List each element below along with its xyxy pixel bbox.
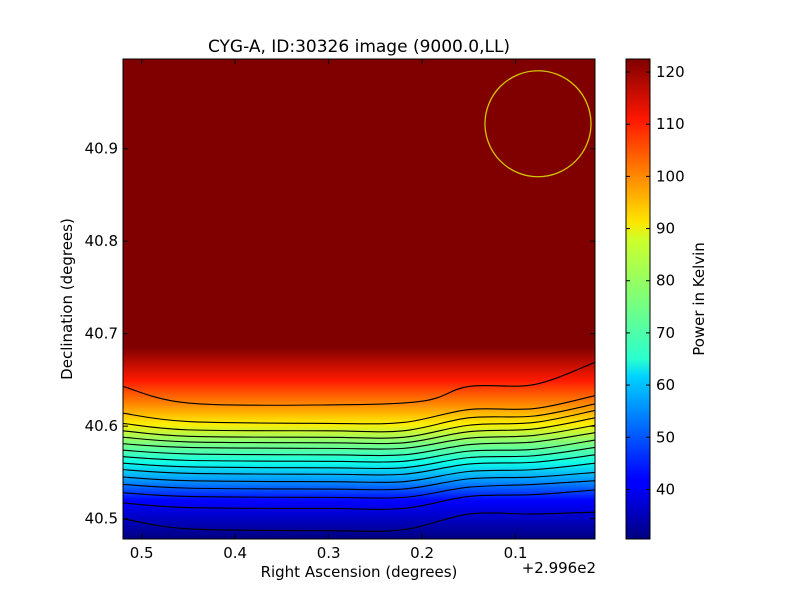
- contour-line-15: [123, 511, 595, 532]
- contour-line-11: [123, 462, 595, 483]
- contour-line-6: [123, 424, 595, 450]
- y-tick-label: 40.9: [85, 140, 118, 158]
- colorbar-tick-label: 40: [656, 480, 675, 498]
- contour-line-9: [123, 446, 595, 470]
- y-tick-label: 40.8: [85, 232, 118, 250]
- colorbar-tick-label: 100: [656, 167, 685, 185]
- beam-circle: [484, 70, 592, 178]
- contour-line-10: [123, 454, 595, 476]
- colorbar: 40 50 60 70 80 90 100 110 120 Power in Kelvin: [625, 58, 708, 540]
- contour-line-8: [123, 439, 595, 463]
- plot-area: [122, 58, 596, 540]
- colorbar-tick-label: 80: [656, 272, 675, 290]
- contour-line-7: [123, 432, 595, 457]
- heatmap-field: [123, 59, 595, 539]
- colorbar-ticks: 40 50 60 70 80 90 100 110 120: [626, 63, 685, 498]
- contour-line-4: [123, 409, 595, 439]
- plot-frame: [122, 58, 596, 540]
- colorbar-tick-label: 90: [656, 220, 675, 238]
- contour-lines: [123, 361, 595, 532]
- colorbar-tick-label: 110: [656, 115, 685, 133]
- contour-line-13: [123, 480, 595, 499]
- x-tick-label: 0.2: [410, 544, 434, 562]
- colorbar-tick-label: 120: [656, 63, 685, 81]
- contour-line-2: [123, 395, 595, 425]
- y-tick-label: 40.7: [85, 325, 118, 343]
- x-tick-label: 0.5: [130, 544, 154, 562]
- x-tick-label: 0.3: [317, 544, 341, 562]
- colorbar-tick-label: 70: [656, 324, 675, 342]
- y-tick-label: 40.5: [85, 510, 118, 528]
- colorbar-frame: [625, 58, 651, 540]
- contour-line-14: [123, 489, 595, 510]
- x-tick-label: 0.1: [504, 544, 528, 562]
- x-axis-offset-label: +2.996e2: [522, 559, 596, 577]
- colorbar-tick-label: 60: [656, 376, 675, 394]
- contour-line-3: [123, 403, 595, 433]
- contour-line-12: [123, 471, 595, 491]
- colorbar-label: Power in Kelvin: [690, 242, 708, 356]
- contour-line-1: [123, 361, 595, 406]
- colorbar-gradient: [626, 59, 650, 539]
- contour-line-5: [123, 417, 595, 445]
- x-tick-label: 0.4: [223, 544, 247, 562]
- x-axis-ticks: 0.5 0.4 0.3 0.2 0.1: [130, 59, 528, 562]
- y-axis-label: Declination (degrees): [58, 218, 76, 380]
- y-axis-ticks: 40.5 40.6 40.7 40.8 40.9: [85, 140, 595, 528]
- x-axis-label: Right Ascension (degrees): [261, 563, 458, 581]
- chart-title: CYG-A, ID:30326 image (9000.0,LL): [208, 37, 510, 57]
- y-tick-label: 40.6: [85, 417, 118, 435]
- colorbar-tick-label: 50: [656, 428, 675, 446]
